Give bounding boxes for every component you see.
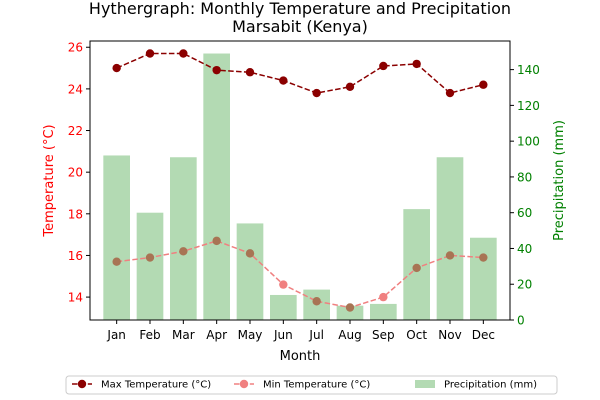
max-temp-point-aug (345, 82, 355, 92)
right-tick-label: 80 (517, 170, 532, 184)
min-temp-point-sep (379, 292, 388, 302)
min-temp-point-apr (212, 236, 221, 246)
legend-bar-swatch (415, 380, 435, 388)
min-temp-point-feb (145, 253, 155, 262)
min-temp-point-jan (112, 257, 121, 266)
min-temp-point-jun (279, 280, 288, 289)
precip-bar-apr (203, 53, 230, 321)
x-axis: Jan Feb Mar Apr May Jun Jul Aug Sep Oct Nov Dec (106, 320, 495, 342)
temperature-markers (112, 49, 488, 312)
left-tick-label: 18 (68, 207, 83, 221)
max-temp-point-may (245, 68, 255, 77)
precip-bar-may (236, 223, 264, 320)
right-tick-label: 0 (517, 314, 525, 328)
x-tick-label-aug: Aug (338, 328, 361, 342)
left-tick-label: 22 (68, 124, 83, 138)
x-axis-label: Month (280, 349, 321, 364)
x-tick-label-feb: Feb (139, 328, 160, 342)
max-temp-point-jul (312, 88, 321, 98)
x-tick-label-may: May (238, 328, 263, 342)
x-tick-label-oct: Oct (406, 328, 427, 342)
left-tick-label: 14 (68, 291, 83, 305)
x-tick-label-jan: Jan (106, 328, 126, 342)
min-temp-point-mar (179, 247, 188, 256)
left-axis-label: Temperature (°C) (42, 124, 57, 237)
min-temp-point-may (245, 249, 255, 258)
precip-bar-dec (470, 237, 497, 320)
x-tick-label-nov: Nov (438, 328, 461, 342)
plot-frame (89, 40, 511, 321)
max-temp-point-jun (279, 76, 288, 85)
max-temp-point-sep (379, 61, 388, 71)
x-tick-label-dec: Dec (472, 328, 495, 342)
min-temp-point-oct (412, 263, 421, 273)
legend-label: Min Temperature (°C) (263, 380, 370, 391)
min-temp-point-aug (345, 303, 355, 312)
right-tick-label: 60 (517, 206, 532, 220)
min-temp-point-nov (445, 251, 455, 260)
precip-bar-nov (436, 157, 464, 320)
chart-title: Hythergraph: Monthly Temperature and Pre… (89, 0, 511, 18)
precip-bar-jan (103, 155, 130, 320)
right-tick-label: 140 (517, 63, 540, 77)
x-tick-label-sep: Sep (372, 328, 395, 342)
precip-bar-sep (370, 303, 397, 320)
max-temp-point-feb (145, 49, 155, 58)
right-axis: 0 20 40 60 80 100 120 140 (510, 63, 540, 328)
max-temp-point-nov (445, 88, 455, 98)
max-temp-point-dec (479, 80, 488, 89)
left-tick-label: 20 (68, 166, 83, 180)
min-temp-point-dec (479, 253, 488, 262)
x-tick-label-mar: Mar (172, 328, 195, 342)
chart-legend: Max Temperature (°C) Min Temperature (°C)… (65, 375, 558, 395)
precip-bar-aug (336, 305, 364, 320)
left-tick-label: 16 (68, 249, 83, 263)
min-temp-point-jul (312, 297, 321, 306)
right-tick-label: 40 (517, 242, 532, 256)
x-tick-label-jul: Jul (308, 328, 323, 342)
left-tick-label: 26 (68, 41, 83, 55)
right-tick-label: 20 (517, 278, 532, 292)
max-temp-point-apr (212, 65, 221, 75)
x-tick-label-jun: Jun (273, 328, 293, 342)
min-temperature-line (116, 240, 484, 309)
max-temp-point-oct (412, 59, 421, 69)
max-temp-point-mar (179, 49, 188, 58)
precip-bar-jun (270, 294, 297, 320)
x-tick-label-apr: Apr (206, 328, 227, 342)
right-axis-label: Precipitation (mm) (552, 120, 567, 241)
precipitation-bars (103, 53, 497, 321)
left-axis: 14 16 18 20 22 24 26 (68, 41, 90, 305)
right-tick-label: 120 (517, 99, 540, 113)
left-tick-label: 24 (68, 82, 83, 96)
precip-bar-feb (136, 212, 164, 320)
temperature-lines (116, 52, 484, 309)
chart-subtitle: Marsabit (Kenya) (232, 17, 368, 36)
legend-label: Max Temperature (°C) (101, 380, 211, 391)
precip-bar-mar (170, 157, 197, 320)
legend-marker-swatch (77, 379, 87, 389)
max-temp-point-jan (112, 63, 121, 73)
legend-marker-swatch (239, 379, 249, 389)
right-tick-label: 100 (517, 135, 540, 149)
max-temperature-line (116, 52, 484, 94)
legend-label: Precipitation (mm) (444, 380, 537, 391)
